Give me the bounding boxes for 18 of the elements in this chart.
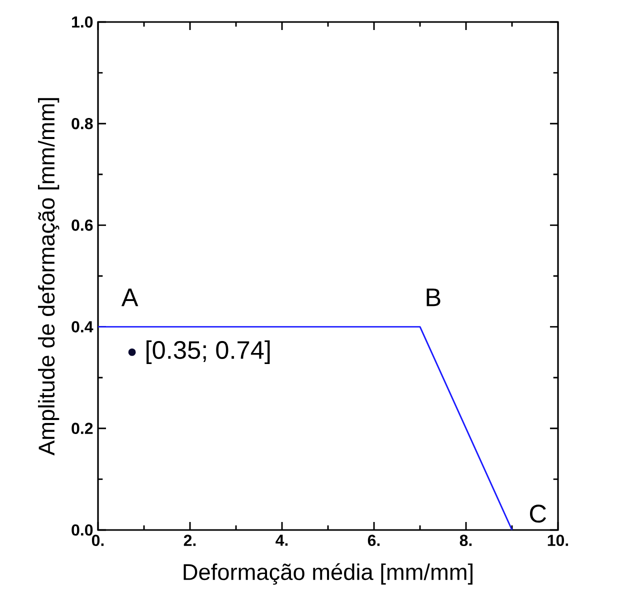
x-tick-label: 4. <box>276 534 288 546</box>
x-tick-label: 10. <box>548 534 568 546</box>
y-tick-label: 0.6 <box>72 220 93 231</box>
y-tick-label: 0.0 <box>72 524 93 536</box>
y-axis-title: Amplitude de deformação [mm/mm] <box>38 98 60 456</box>
annotation: B <box>426 288 440 306</box>
annotation: [0.35; 0.74] <box>146 340 270 364</box>
x-tick-label: 2. <box>184 534 196 546</box>
x-axis-title: Deformação média [mm/mm] <box>184 563 472 585</box>
x-tick-label: 8. <box>460 534 472 546</box>
y-tick-label: 0.4 <box>72 321 94 332</box>
y-tick-label: 1.0 <box>72 16 93 28</box>
x-tick-label: 6. <box>368 534 380 546</box>
y-tick-label: 0.8 <box>72 118 93 130</box>
y-tick-label: 0.2 <box>72 422 93 434</box>
annotation: C <box>530 504 546 523</box>
x-tick-label: 0. <box>92 534 104 546</box>
annotation: A <box>121 288 138 306</box>
